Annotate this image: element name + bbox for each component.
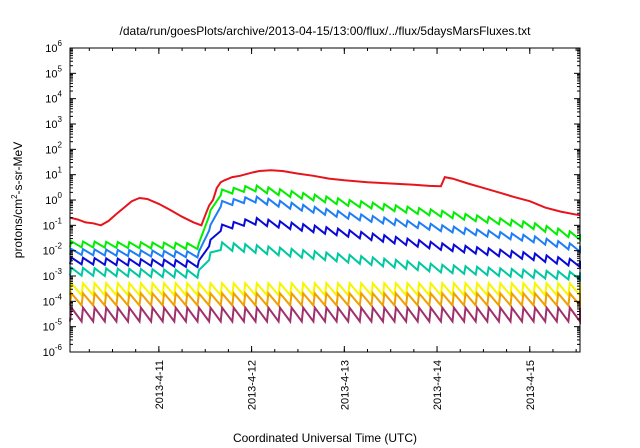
y-tick-base: 10	[43, 220, 55, 232]
series-layer	[69, 169, 581, 325]
y-tick-exponent: -1	[55, 216, 63, 225]
y-tick-label: 105	[45, 64, 62, 80]
y-tick-exponent: 4	[58, 90, 63, 99]
y-tick-exponent: -5	[55, 318, 63, 327]
y-tick-label: 10-4	[43, 292, 63, 308]
series-line-7	[69, 290, 581, 309]
y-tick-label: 10-3	[43, 267, 63, 283]
y-tick-exponent: 2	[58, 140, 63, 149]
y-tick-label: 102	[45, 140, 62, 156]
x-tick-label: 2013-4-11	[154, 360, 166, 409]
y-tick-base: 10	[45, 68, 57, 80]
y-tick-label: 103	[45, 115, 62, 131]
y-tick-base: 10	[45, 195, 57, 207]
y-tick-exponent: 1	[58, 166, 63, 175]
y-axis-label-sup: 2	[10, 194, 19, 199]
y-axis-label-rest: -s-sr-MeV	[11, 142, 25, 195]
y-axis-label-main: protons/cm	[11, 199, 25, 258]
x-tick-label: 2013-4-12	[247, 360, 259, 410]
y-tick-base: 10	[43, 246, 55, 258]
y-tick-label: 10-1	[43, 216, 63, 232]
y-tick-label: 10-6	[43, 343, 63, 359]
y-tick-exponent: -4	[55, 292, 63, 301]
y-tick-base: 10	[43, 322, 55, 334]
y-axis-label: protons/cm2-s-sr-MeV	[10, 142, 25, 258]
y-tick-label: 101	[45, 166, 62, 182]
x-tick-label: 2013-4-14	[432, 360, 444, 410]
y-tick-base: 10	[43, 271, 55, 283]
y-tick-base: 10	[45, 119, 57, 131]
x-tick-label: 2013-4-15	[525, 360, 537, 410]
y-tick-label: 100	[45, 191, 62, 207]
y-tick-base: 10	[45, 43, 57, 55]
series-line-1	[69, 169, 581, 227]
series-line-2	[69, 183, 581, 251]
series-line-6	[69, 280, 581, 299]
y-tick-exponent: -2	[55, 242, 63, 251]
axes-layer: 10-610-510-410-310-210-11001011021031041…	[43, 39, 580, 410]
y-tick-label: 106	[45, 39, 62, 55]
y-tick-label: 104	[45, 90, 62, 106]
y-tick-exponent: 5	[58, 64, 63, 73]
y-tick-exponent: 6	[58, 39, 63, 48]
y-tick-exponent: 0	[58, 191, 63, 200]
y-tick-label: 10-2	[43, 242, 63, 258]
y-tick-base: 10	[45, 94, 57, 106]
y-tick-label: 10-5	[43, 318, 63, 334]
y-tick-base: 10	[45, 144, 57, 156]
y-tick-base: 10	[43, 296, 55, 308]
series-line-5	[69, 240, 581, 282]
series-line-4	[69, 216, 581, 270]
y-tick-base: 10	[45, 170, 57, 182]
x-tick-label: 2013-4-13	[339, 360, 351, 410]
y-tick-exponent: 3	[58, 115, 63, 124]
series-line-3	[69, 194, 581, 259]
y-tick-exponent: -6	[55, 343, 63, 352]
y-tick-base: 10	[43, 347, 55, 359]
chart-title: /data/run/goesPlots/archive/2013-04-15/1…	[120, 24, 532, 38]
y-tick-exponent: -3	[55, 267, 63, 276]
series-line-8	[69, 305, 581, 325]
x-axis-label: Coordinated Universal Time (UTC)	[233, 431, 417, 445]
